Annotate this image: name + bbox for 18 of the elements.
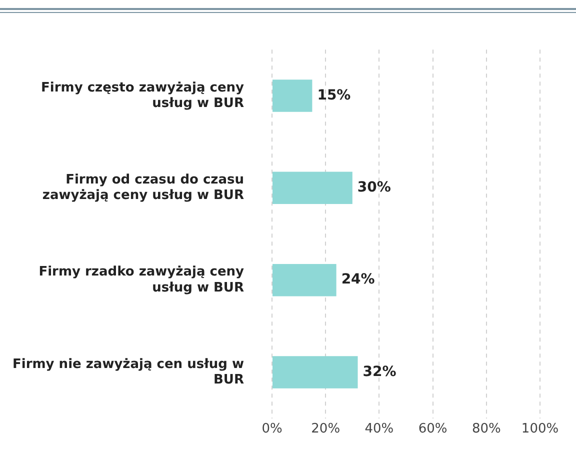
data-label: 24%: [341, 272, 375, 288]
x-tick-label: 100%: [521, 422, 559, 437]
x-tick-label: 60%: [418, 422, 448, 437]
x-tick-label: 80%: [472, 422, 501, 437]
x-tick-label: 20%: [311, 422, 340, 437]
bar: [272, 80, 312, 112]
data-label: 32%: [362, 364, 396, 380]
data-label: 15%: [317, 87, 351, 104]
bar: [272, 356, 358, 388]
y-tick-label: Firmy nie zawyżają cen usług w BUR: [12, 356, 244, 388]
x-tick-label: 40%: [364, 422, 394, 437]
bar: [272, 264, 336, 296]
y-tick-label: Firmy rzadko zawyżają ceny usług w BUR: [38, 264, 245, 296]
x-tick-label: 0%: [262, 422, 282, 437]
y-tick-label: Firmy od czasu do czasu zawyżają ceny usług w BUR: [42, 172, 244, 204]
y-tick-label: Firmy często zawyżają ceny usług w BUR: [41, 80, 245, 111]
bar: [272, 172, 352, 204]
data-label: 30%: [357, 180, 391, 196]
